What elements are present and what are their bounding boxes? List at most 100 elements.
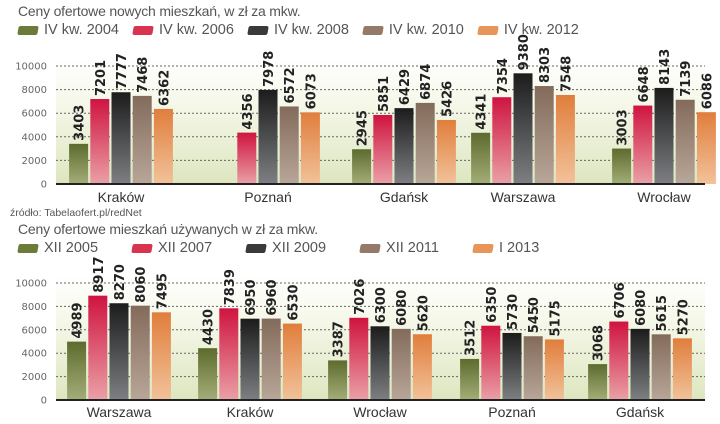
bar (523, 336, 543, 400)
bar (198, 348, 218, 400)
y-tick-label: 0 (41, 180, 47, 191)
y-tick-label: 2000 (22, 156, 47, 167)
data-label: 6073 (304, 73, 319, 109)
data-label: 4430 (202, 309, 217, 345)
bar (412, 334, 432, 400)
bar (415, 102, 435, 184)
category-label: Gdańsk (616, 404, 665, 420)
category-label: Poznań (488, 404, 535, 420)
data-label: 2945 (356, 110, 371, 146)
data-label: 6350 (485, 287, 500, 323)
data-label: 7548 (559, 56, 574, 92)
category-label: Warszawa (491, 189, 556, 205)
bar (675, 99, 695, 184)
data-label: 6706 (613, 282, 628, 318)
data-label: 4356 (241, 93, 256, 129)
legend-item: XII 2007 (131, 240, 212, 256)
bar (654, 87, 674, 184)
y-tick-label: 8000 (22, 85, 47, 96)
category-label: Wrocław (353, 404, 407, 420)
legend-label: XII 2009 (272, 240, 327, 256)
bar (492, 97, 512, 184)
data-label: 7354 (496, 58, 511, 94)
data-label: 6572 (283, 67, 298, 103)
category-label: Kraków (227, 404, 275, 420)
bar (67, 341, 87, 400)
data-label: 5426 (440, 81, 455, 117)
bar (633, 105, 653, 184)
data-label: 9380 (517, 34, 532, 70)
bar (237, 132, 257, 184)
data-label: 4341 (475, 94, 490, 130)
bar (258, 89, 278, 184)
data-label: 6362 (157, 70, 172, 106)
data-label: 3387 (332, 321, 347, 357)
data-label: 6960 (265, 279, 280, 315)
bar (240, 318, 260, 400)
bar (282, 323, 302, 400)
data-label: 6429 (398, 69, 413, 105)
bar (460, 358, 480, 400)
data-label: 7468 (136, 57, 151, 93)
legend-item: XII 2011 (359, 240, 439, 256)
legend-item: IV kw. 2010 (362, 22, 464, 38)
data-label: 3068 (592, 325, 607, 361)
bar (109, 303, 129, 400)
data-label: 3003 (616, 109, 631, 145)
legend-label: IV kw. 2008 (273, 22, 349, 38)
bar (502, 332, 522, 400)
legend-label: I 2013 (499, 240, 540, 256)
data-label: 6648 (637, 66, 652, 102)
bar (130, 305, 150, 400)
y-tick-label: 0 (41, 396, 47, 407)
chart1-plot: 0 2000 4000 6000 8000 10000 3403 7201 7777 7468 63… (15, 34, 716, 205)
legend-label: IV kw. 2004 (44, 22, 119, 38)
data-label: 5450 (527, 297, 542, 333)
source-note: źródło: Tabelaofert.pl/redNet (10, 207, 142, 219)
bar (373, 114, 393, 184)
bar (90, 99, 110, 184)
bar (69, 143, 89, 184)
bar (349, 317, 369, 400)
bar (696, 112, 716, 184)
data-label: 6874 (419, 64, 434, 100)
bar (471, 132, 491, 184)
bar (111, 92, 131, 184)
data-label: 7495 (155, 273, 170, 309)
data-label: 8270 (113, 264, 128, 300)
y-tick-label: 2000 (22, 372, 47, 383)
category-label: Warszawa (87, 404, 152, 420)
data-label: 3403 (73, 105, 88, 141)
data-label: 5175 (548, 300, 563, 336)
y-tick-label: 8000 (22, 302, 47, 313)
data-label: 8917 (92, 256, 107, 292)
y-tick-label: 6000 (22, 325, 47, 336)
data-label: 7026 (353, 279, 368, 315)
bar (279, 106, 299, 184)
chart1-title: Ceny ofertowe nowych mieszkań, w zł za m… (18, 3, 301, 19)
legend-item: IV kw. 2006 (132, 22, 234, 38)
data-label: 5620 (416, 295, 431, 331)
y-tick-label: 6000 (22, 109, 47, 120)
chart2-title: Ceny ofertowe mieszkań używanych w zł za… (18, 221, 318, 237)
chart1-legend: IV kw. 2004 IV kw. 2006 IV kw. 2008 IV k… (17, 22, 593, 38)
data-label: 3512 (464, 320, 479, 356)
bar (630, 328, 650, 400)
bar (588, 364, 608, 400)
legend-item: I 2013 (472, 240, 540, 256)
data-label: 8143 (658, 49, 673, 85)
legend-item: XII 2005 (17, 240, 99, 256)
category-label: Gdańsk (380, 189, 429, 205)
data-label: 7201 (94, 60, 109, 96)
data-label: 8303 (538, 47, 553, 83)
data-label: 6950 (244, 279, 259, 315)
data-label: 6086 (700, 73, 715, 109)
legend-item: IV kw. 2008 (247, 22, 349, 38)
bar (328, 360, 348, 400)
data-label: 5615 (655, 295, 670, 331)
data-label: 4989 (71, 302, 86, 338)
legend-label: IV kw. 2010 (388, 22, 464, 38)
legend-label: XII 2005 (44, 240, 99, 256)
bar (481, 325, 501, 400)
